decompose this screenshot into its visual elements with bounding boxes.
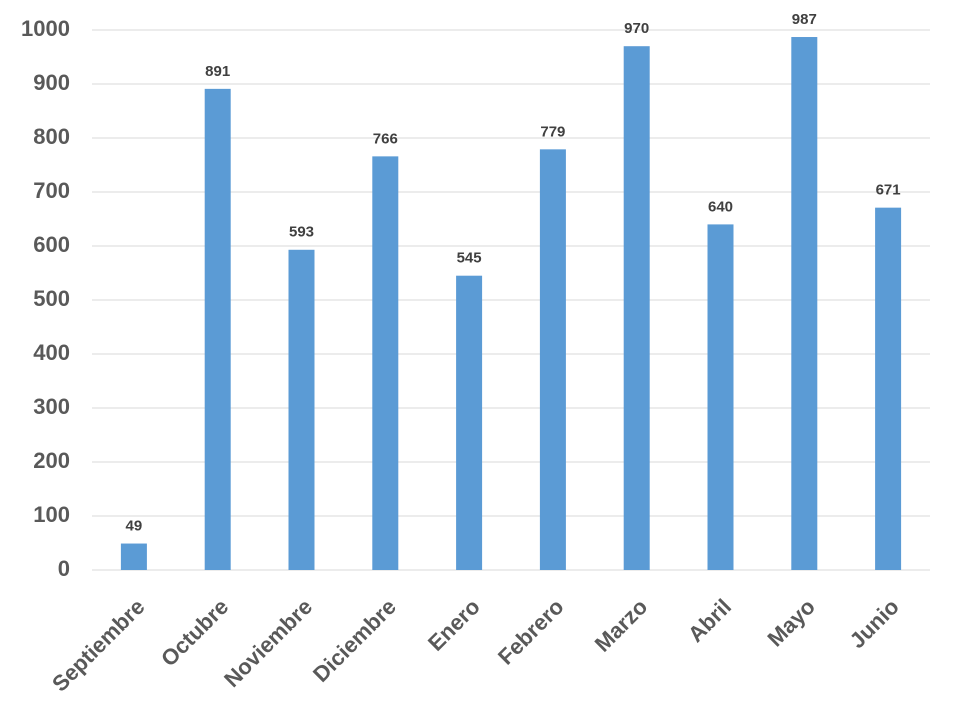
y-tick-label: 800 — [33, 124, 70, 149]
x-tick-label: Enero — [423, 594, 485, 656]
value-label: 671 — [876, 182, 901, 199]
value-label: 545 — [457, 250, 482, 267]
value-label: 49 — [126, 518, 143, 535]
x-tick-label: Abril — [683, 594, 736, 647]
value-label: 640 — [708, 198, 733, 215]
value-label: 766 — [373, 130, 398, 147]
y-tick-label: 0 — [58, 556, 70, 581]
value-label: 970 — [624, 20, 649, 37]
y-tick-label: 100 — [33, 502, 70, 527]
bar — [204, 88, 231, 571]
y-tick-label: 400 — [33, 340, 70, 365]
bar — [875, 207, 902, 570]
x-tick-label: Octubre — [156, 594, 233, 671]
y-tick-label: 1000 — [21, 16, 70, 41]
bar — [539, 149, 566, 570]
y-tick-label: 200 — [33, 448, 70, 473]
x-tick-label: Diciembre — [308, 594, 401, 687]
bar — [707, 224, 734, 570]
bar — [372, 156, 399, 571]
value-label: 593 — [289, 224, 314, 241]
y-tick-label: 900 — [33, 70, 70, 95]
value-label: 779 — [540, 123, 565, 140]
x-tick-label: Marzo — [590, 594, 653, 657]
bar — [120, 543, 147, 570]
x-tick-label: Mayo — [762, 594, 819, 651]
bar — [456, 275, 483, 570]
x-tick-label: Junio — [845, 594, 904, 653]
bar — [791, 37, 818, 570]
y-tick-label: 500 — [33, 286, 70, 311]
y-tick-label: 700 — [33, 178, 70, 203]
x-tick-label: Noviembre — [219, 594, 317, 692]
x-tick-label: Septiembre — [47, 594, 149, 696]
x-tick-label: Febrero — [493, 594, 569, 670]
y-tick-label: 600 — [33, 232, 70, 257]
bar — [623, 46, 650, 570]
value-label: 891 — [205, 63, 230, 80]
value-label: 987 — [792, 11, 817, 28]
y-tick-label: 300 — [33, 394, 70, 419]
bar — [288, 249, 315, 570]
